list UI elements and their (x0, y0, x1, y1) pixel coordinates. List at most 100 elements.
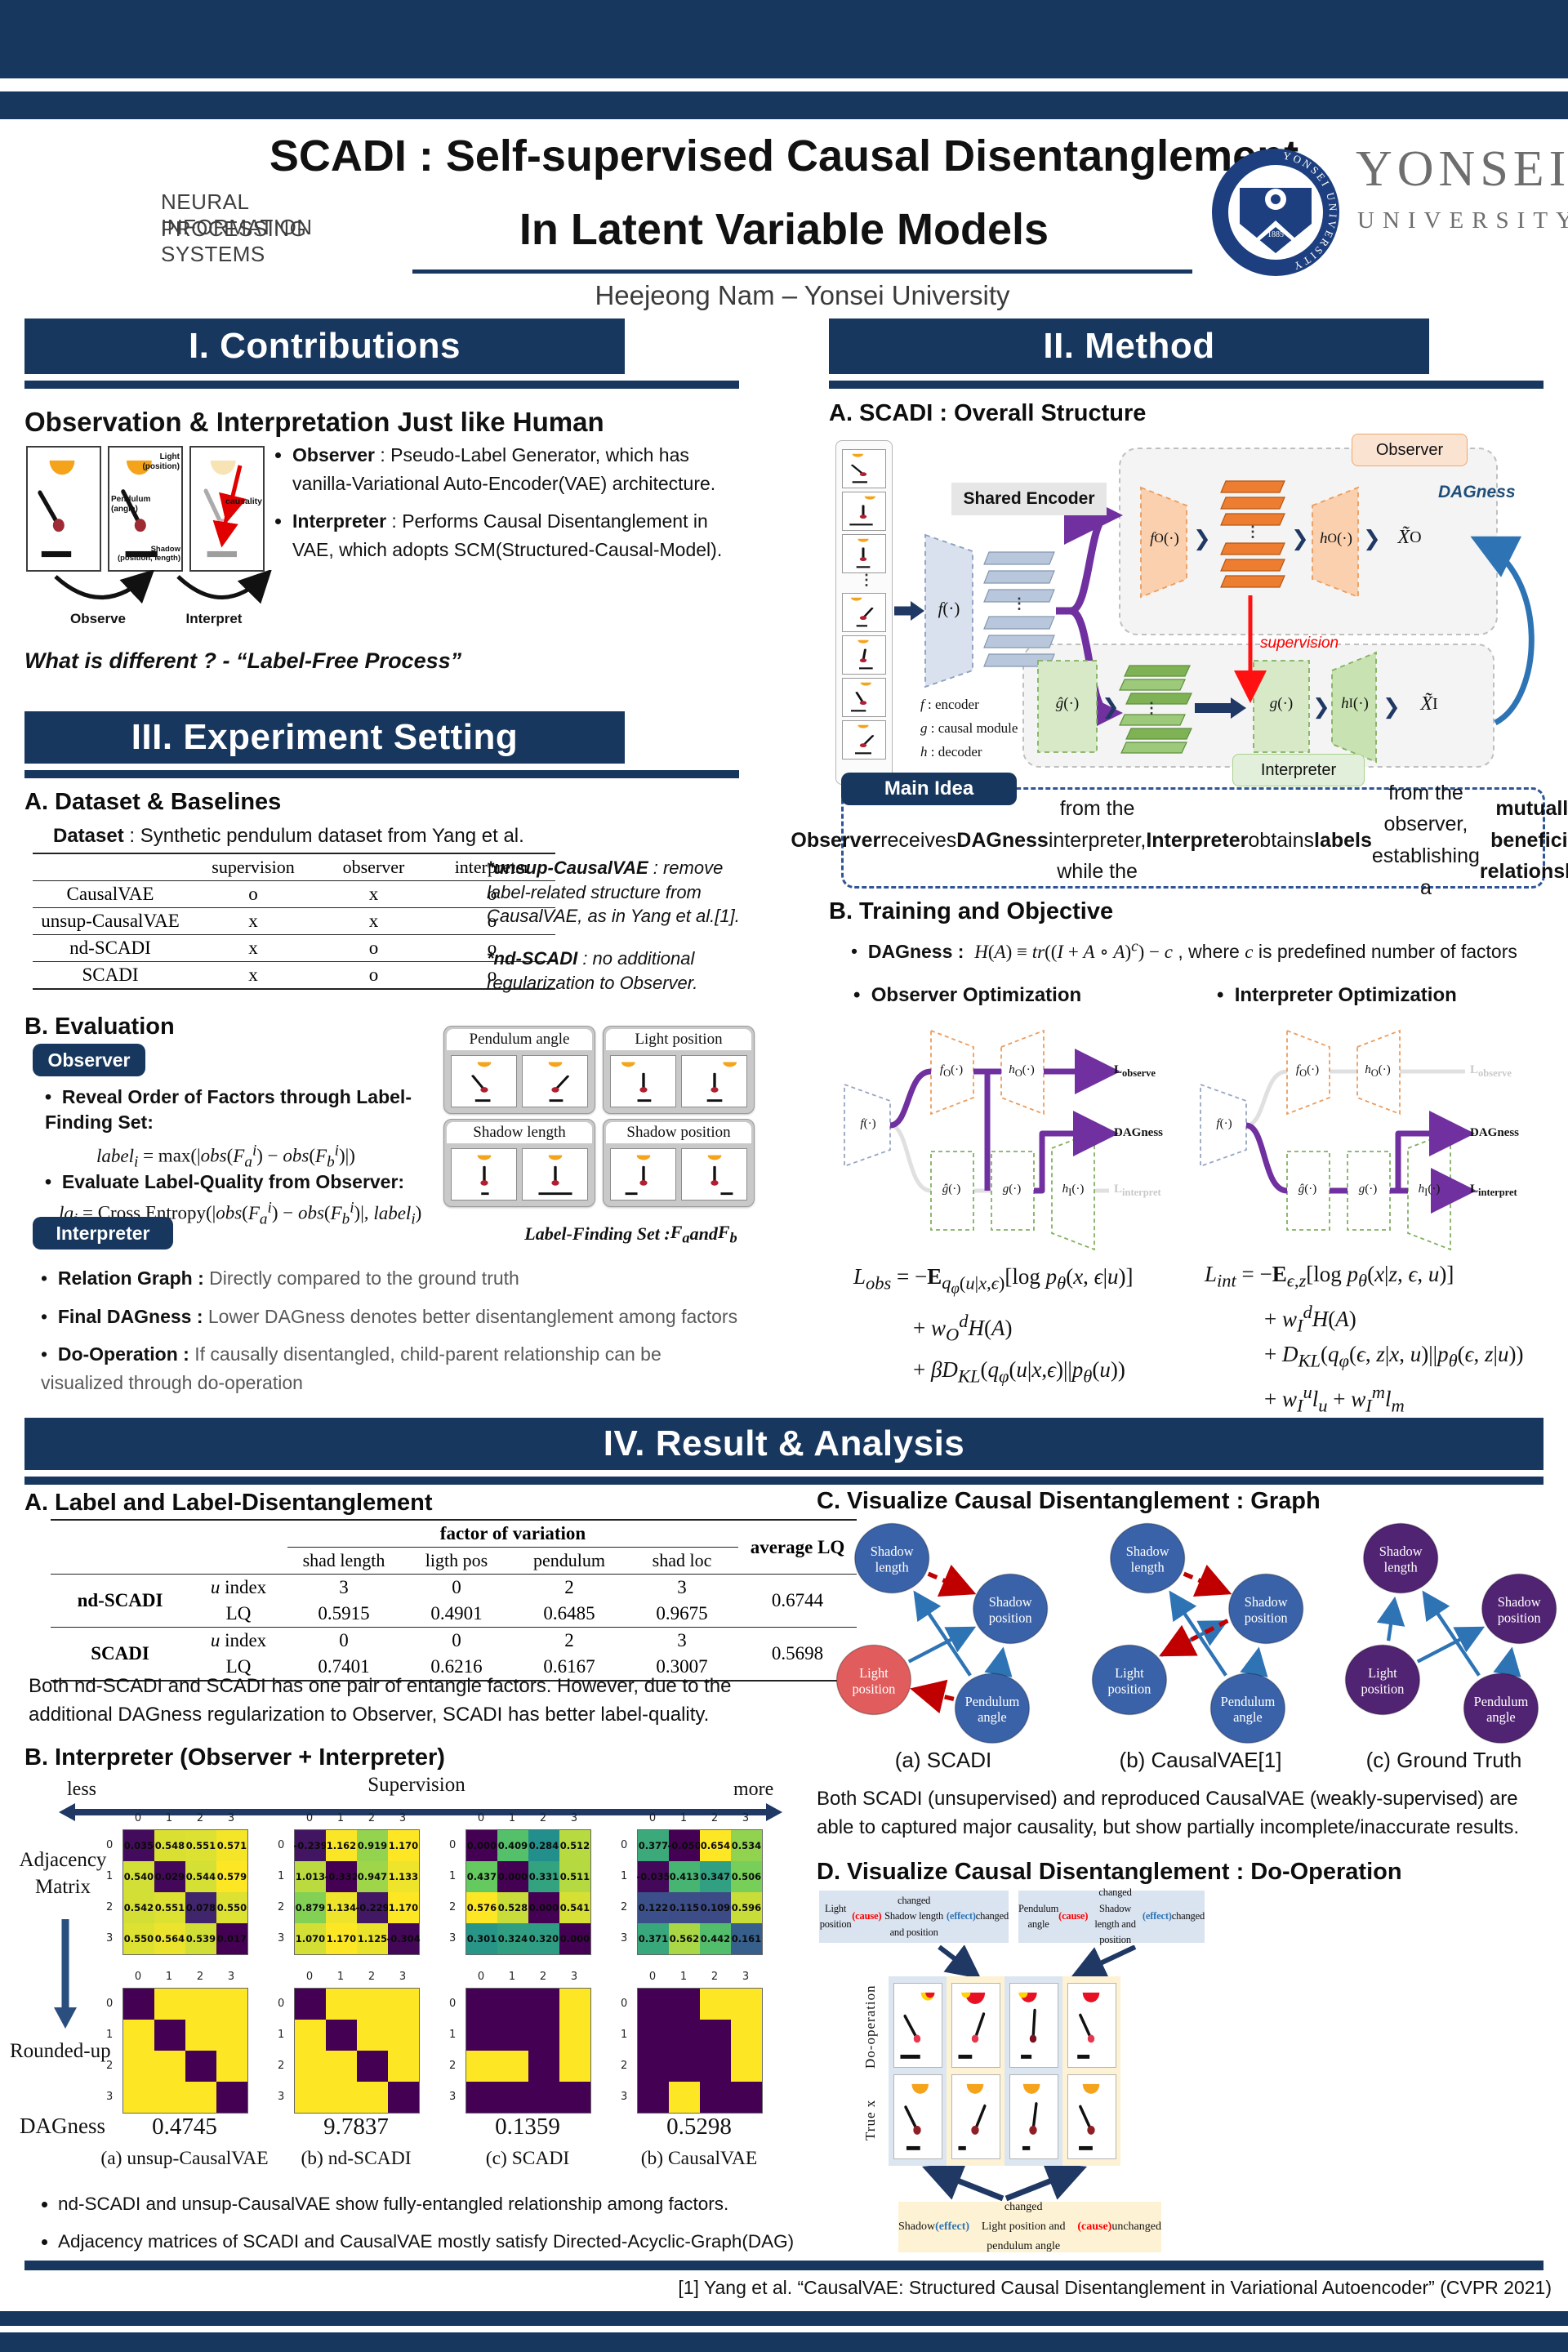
matrix-cell (388, 2051, 419, 2082)
diagram-legend: f : encoder g : causal module h : decode… (920, 693, 1028, 764)
chevron-icon: ❯ (1291, 527, 1309, 551)
matrix-cell: 0.324 (497, 1923, 528, 1954)
method-diagram-shapes (894, 448, 1535, 768)
matrix-cell (497, 1989, 528, 2020)
loss-obs-line3: + βDKL(qφ(u|x,ϵ)||pθ(u)) (913, 1357, 1125, 1387)
matrix-cell (185, 2020, 216, 2051)
section-bar-experiment: III. Experiment Setting (24, 711, 625, 764)
dataset-line: Dataset : Synthetic pendulum dataset fro… (53, 825, 524, 847)
svg-text:Light: Light (1115, 1665, 1144, 1681)
contrib-panel-1 (26, 446, 101, 572)
matrix-cell (357, 1989, 388, 2020)
yonsei-seal-icon: YONSEI UNIVERSITY 1885 (1212, 149, 1339, 276)
matrix-cell: 0.550 (216, 1892, 247, 1923)
yonsei-logo: YONSEI UNIVERSITY 1885 YONSEI UNIVERSITY (1209, 141, 1568, 284)
pendulum-image (893, 1983, 942, 2068)
matrix-cell: 0.512 (559, 1830, 590, 1861)
label-finding-panel: Pendulum angle (443, 1026, 595, 1114)
matrix-cell (731, 2051, 762, 2082)
matrix-caption: (a) unsup-CausalVAE (100, 2148, 269, 2169)
loss-int-line4: + wIulu + wImlm (1264, 1382, 1405, 1416)
do-op-column (889, 1976, 947, 2166)
panel-title: Pendulum angle (447, 1029, 592, 1050)
adjacency-matrix-heatmap: 0 1 2 3 0 1 2 3 0.000 0.409 0.284 0.512 0.437 0.000 0.… (449, 1812, 591, 1955)
dagness-label: DAGness (1114, 1126, 1164, 1139)
svg-text:length: length (1131, 1560, 1165, 1575)
observe-interpret-arrows (54, 570, 273, 604)
matrix-cell (466, 2020, 497, 2051)
section-line-4 (24, 1477, 1544, 1485)
pendulum-image (28, 448, 100, 567)
matrix-cell: 1.125 (357, 1923, 388, 1954)
matrix-cell (326, 2051, 357, 2082)
pendulum-image (951, 1983, 1000, 2068)
input-image (842, 534, 886, 573)
input-image (842, 720, 886, 760)
section-line-2 (829, 381, 1544, 389)
observer-optimization-diagram: f(·) fO(·) hO(·) ĝ(·) g(·) hI(·) Lobserve DAGne… (835, 1013, 1186, 1258)
matrix-cell (497, 2020, 528, 2051)
footer-bar-1 (0, 2311, 1568, 2326)
matrix-cell: 1.133 (388, 1861, 419, 1892)
dagness-definition: • DAGness : H(A) ≡ tr((I + A ∘ A)c) − c … (851, 938, 1517, 963)
pendulum-image (893, 2074, 942, 2159)
matrix-cell: -0.239 (293, 1830, 327, 1861)
matrix-cell (497, 2082, 528, 2113)
matrix-cell (700, 1989, 731, 2020)
matrix-cell: 1.170 (388, 1892, 419, 1923)
shared-encoder-label: Shared Encoder (951, 483, 1107, 515)
matrix-cell: -0.229 (355, 1892, 390, 1923)
matrix-cell: 0.000 (497, 1861, 528, 1892)
loss-obs-line2: + wOdH(A) (913, 1311, 1013, 1345)
matrix-cell (528, 2020, 559, 2051)
matrix-cell: 0.551 (154, 1892, 185, 1923)
contrib-panel-3: causality (189, 446, 265, 572)
xi-output-label: X̃ I (1420, 693, 1438, 715)
matrix-cell (731, 1989, 762, 2020)
svg-text:Shadow: Shadow (1245, 1594, 1288, 1610)
svg-text:Shadow: Shadow (1498, 1594, 1541, 1610)
svg-text:Shadow: Shadow (989, 1594, 1032, 1610)
label-finding-equation: labeli = max(|obs(Fai) − obs(Fbi)|) (96, 1142, 355, 1171)
matrix-cell: 0.000 (528, 1892, 559, 1923)
svg-text:length: length (875, 1560, 909, 1575)
panel-title: Light position (606, 1029, 751, 1050)
chevron-icon: ❯ (1102, 695, 1120, 719)
matrix-cell (357, 2082, 388, 2113)
section-line-1 (24, 381, 739, 389)
matrix-cell (559, 2051, 590, 2082)
interpreter-bullet-final-dagness: • Final DAGness : Lower DAGness denotes … (41, 1305, 738, 1327)
main-idea-text: Observer receives DAGness from the inter… (791, 781, 1568, 899)
matrix-cell (357, 2051, 388, 2082)
matrix-cell: 1.170 (388, 1830, 419, 1861)
matrix-cell (669, 1989, 700, 2020)
do-op-column (1062, 1976, 1120, 2166)
matrix-to-rounded-arrow (54, 1919, 77, 2029)
matrix-cell (388, 2020, 419, 2051)
dagness-value: 0.5298 (666, 2114, 732, 2140)
svg-text:position: position (1498, 1610, 1541, 1625)
xo-output-label: X̃ O (1397, 527, 1422, 548)
yonsei-wordmark-sub: UNIVERSITY (1357, 207, 1568, 234)
results-a-caption: Both nd-SCADI and SCADI has one pair of … (29, 1675, 732, 1726)
matrix-cell: 0.541 (559, 1892, 590, 1923)
results-b-bullet-2: Adjacency matrices of SCADI and CausalVA… (58, 2228, 796, 2256)
matrix-cell: 0.109 (700, 1892, 731, 1923)
results-b-title: B. Interpreter (Observer + Interpreter) (24, 1744, 445, 1771)
do-operation-grid (889, 1976, 1120, 2166)
matrix-caption: (c) SCADI (485, 2148, 570, 2169)
loss-obs-line1: Lobs = −Eqφ(u|x,ϵ)[log pθ(x, ϵ|u)] (853, 1264, 1134, 1298)
matrix-cell: 1.134 (326, 1892, 357, 1923)
svg-text:Shadow: Shadow (871, 1544, 914, 1559)
matrix-cell: 0.017 (216, 1923, 247, 1954)
matrix-cell (700, 2082, 731, 2113)
effect-converge-arrows (921, 2166, 1088, 2202)
matrix-cell (731, 2082, 762, 2113)
footer-citation: [1] Yang et al. “CausalVAE: Structured C… (678, 2277, 1552, 2298)
matrix-cell (466, 2082, 497, 2113)
matrix-cell: 0.576 (466, 1892, 497, 1923)
supervision-more: more (733, 1779, 774, 1800)
matrix-cell: 1.070 (295, 1923, 326, 1954)
